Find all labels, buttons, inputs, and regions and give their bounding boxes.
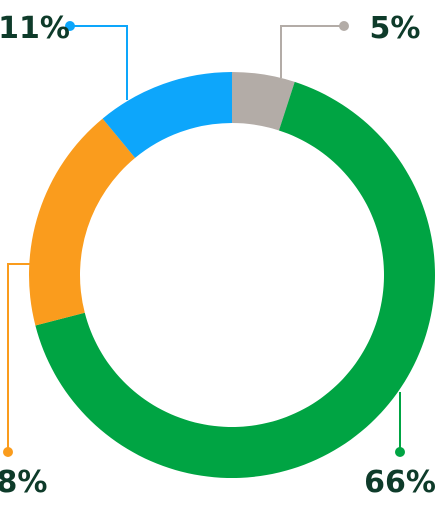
leader-dot-2	[3, 447, 13, 457]
leader-dot-1	[395, 447, 405, 457]
labels-group: 5% 66% 8% 11%	[0, 11, 436, 500]
donut-slice-3	[102, 72, 232, 158]
slices-group	[29, 72, 435, 478]
slice-label-2: 8%	[0, 465, 47, 500]
leader-dot-0	[339, 21, 349, 31]
slice-label-3: 11%	[0, 11, 70, 46]
leader-line-3	[70, 25, 128, 100]
slice-label-0: 5%	[370, 11, 421, 46]
donut-slice-0	[232, 72, 295, 131]
leader-line-2	[7, 263, 33, 452]
donut-slice-2	[29, 118, 136, 326]
leader-line-0	[280, 25, 344, 78]
leader-lines-group	[3, 21, 405, 457]
slice-label-1: 66%	[364, 465, 436, 500]
leader-dot-3	[65, 21, 75, 31]
